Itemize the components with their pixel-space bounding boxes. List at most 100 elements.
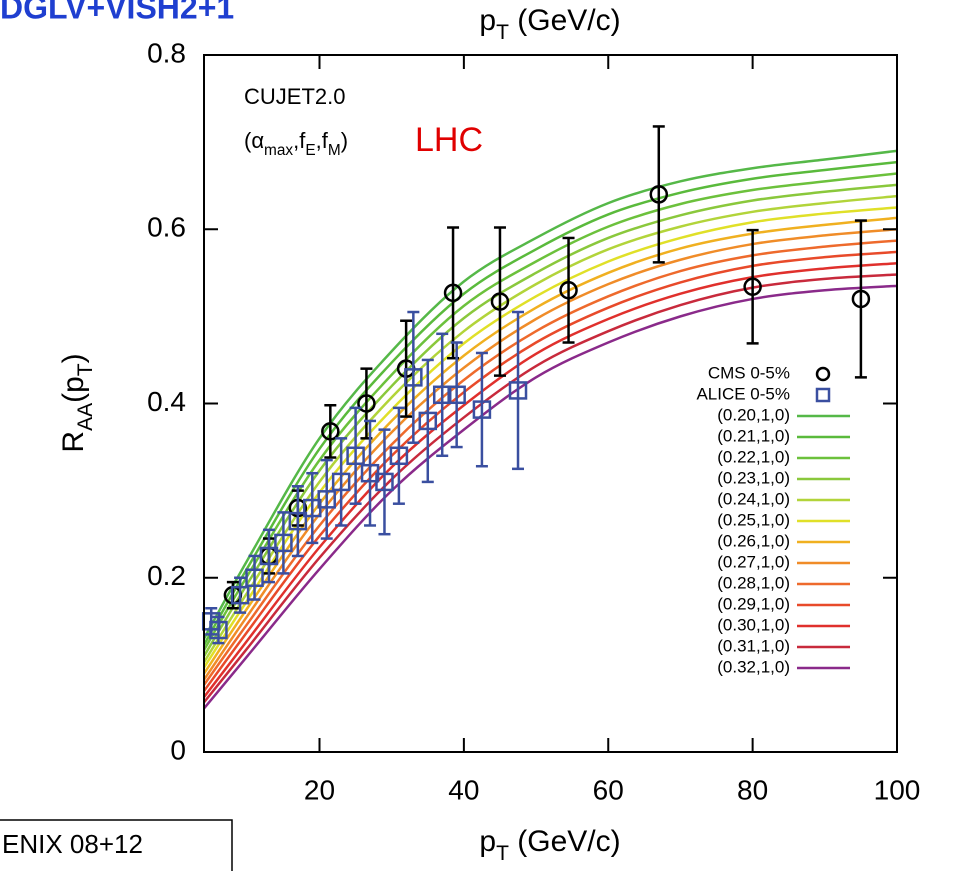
legend-label: (0.27,1,0): [717, 552, 790, 571]
point: [259, 546, 279, 566]
error-bar: [407, 310, 420, 444]
x-axis-label-part: p: [479, 825, 496, 858]
error-bar: [854, 219, 867, 379]
legend-label: (0.25,1,0): [717, 510, 790, 529]
point: [851, 289, 871, 309]
y-axis-label-part: (p: [57, 376, 90, 403]
annotation-params-part: M: [328, 142, 341, 159]
legend-label: (0.30,1,0): [717, 615, 790, 634]
annotation-params: (αmax,fE,fM): [244, 128, 348, 159]
point: [357, 394, 376, 413]
error-bar: [512, 310, 525, 471]
annotation-params-part: max: [264, 142, 293, 159]
x-tick-label: 40: [448, 774, 479, 805]
curve: [204, 194, 897, 663]
annotation-params-part: (α: [244, 128, 264, 153]
error-bar: [475, 351, 488, 468]
point: [375, 472, 394, 492]
error-bar: [378, 428, 391, 536]
curve: [204, 284, 897, 710]
error-bar: [364, 419, 377, 527]
y-tick-label: 0: [170, 734, 186, 765]
x2-axis-label: pT (GeV/c): [479, 4, 620, 44]
legend-label: ALICE 0-5%: [696, 384, 790, 403]
chart-title: DGLV+VISH2+1: [0, 0, 234, 25]
error-bar: [324, 403, 337, 459]
error-bar: [450, 341, 463, 449]
legend-label: (0.32,1,0): [717, 657, 790, 676]
annotation-energy: LHC: [415, 121, 483, 159]
error-bar: [349, 406, 362, 505]
legend-marker: [815, 366, 831, 382]
point: [230, 585, 250, 605]
x2-axis-label-part: (GeV/c): [509, 4, 621, 37]
legend-label: (0.24,1,0): [717, 489, 790, 508]
y-axis-label-part: R: [57, 431, 90, 453]
legend-label: (0.23,1,0): [717, 468, 790, 487]
point: [418, 411, 438, 431]
error-bar: [746, 228, 759, 345]
y-axis-label-part: ): [57, 353, 90, 363]
error-bar: [652, 125, 665, 264]
curve: [204, 250, 897, 692]
curve: [204, 206, 897, 669]
point: [389, 446, 409, 466]
point: [245, 568, 264, 587]
point: [472, 400, 492, 419]
error-bar: [291, 485, 304, 558]
legend-label: (0.29,1,0): [717, 594, 790, 613]
x-tick-label: 100: [874, 774, 921, 805]
curve: [204, 239, 897, 686]
legend-label: (0.20,1,0): [717, 405, 790, 424]
point: [432, 385, 452, 405]
error-bar: [436, 332, 449, 458]
y-axis-label-part: AA: [74, 403, 97, 431]
point: [331, 472, 351, 492]
y-tick-label: 0.2: [147, 560, 186, 591]
error-bar: [421, 358, 434, 484]
point: [447, 385, 466, 405]
point: [649, 185, 669, 204]
annotation-params-part: ,f: [293, 128, 306, 153]
error-bar: [262, 528, 275, 584]
point: [321, 422, 340, 441]
x-tick-label: 80: [737, 774, 768, 805]
point: [443, 283, 463, 303]
curve: [204, 183, 897, 657]
error-bar: [335, 437, 348, 527]
y-tick-label: 0.8: [147, 37, 186, 68]
legend-label: (0.31,1,0): [717, 636, 790, 655]
error-bar: [277, 511, 290, 575]
error-bar: [320, 458, 333, 540]
point: [490, 292, 510, 311]
y-tick-label: 0.6: [147, 212, 186, 243]
annotation-params-part: ): [341, 128, 348, 153]
point: [508, 381, 528, 400]
point: [559, 280, 578, 300]
x-tick-label: 60: [593, 774, 624, 805]
curves: [204, 149, 897, 710]
legend-label: (0.22,1,0): [717, 447, 790, 466]
point: [404, 368, 423, 387]
error-bar: [392, 406, 405, 505]
y-axis-label: RAA(pT): [57, 353, 97, 452]
curve: [204, 160, 897, 646]
legend-label: (0.28,1,0): [717, 573, 790, 592]
point: [288, 511, 308, 531]
x-axis-label: pT (GeV/c): [479, 825, 620, 865]
legend-marker: [815, 387, 831, 403]
error-bar: [234, 576, 247, 614]
error-bar: [306, 471, 319, 545]
curve: [204, 172, 897, 651]
curve: [204, 216, 897, 675]
x2-axis-label-part: T: [496, 21, 509, 44]
error-bar: [562, 236, 575, 344]
point: [317, 490, 336, 509]
curve: [204, 261, 897, 698]
x2-axis-label-part: p: [479, 4, 496, 37]
y-tick-label: 0.4: [147, 386, 186, 417]
point: [346, 446, 365, 466]
point: [743, 277, 762, 297]
